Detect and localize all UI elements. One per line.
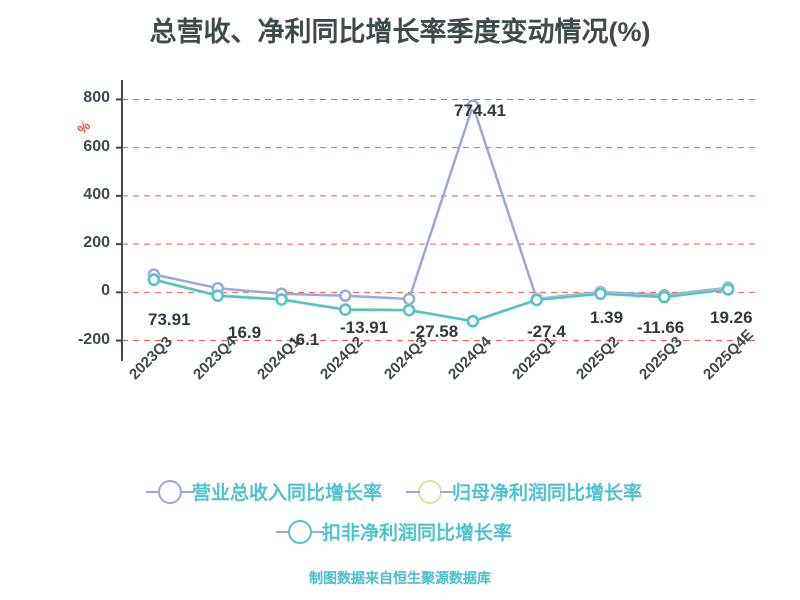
data-point <box>147 273 161 287</box>
data-point <box>594 287 607 301</box>
y-tick-label: 400 <box>83 185 110 203</box>
legend-label-revenue: 营业总收入同比增长率 <box>191 483 382 504</box>
data-point-label: 774.41 <box>454 101 506 120</box>
legend-item-revenue[interactable]: 营业总收入同比增长率 <box>157 478 382 505</box>
data-point-label: 16.9 <box>228 323 262 342</box>
data-point-label: -27.58 <box>410 322 459 341</box>
series-lines <box>153 104 729 323</box>
axes <box>116 80 123 361</box>
series-points <box>147 99 735 328</box>
data-point-label: -27.4 <box>527 322 566 341</box>
y-tick-label: 200 <box>83 234 110 252</box>
gridlines <box>122 98 760 342</box>
legend-label-deducted-profit: 扣非净利润同比增长率 <box>321 523 512 544</box>
legend-label-net-profit: 归母净利润同比增长率 <box>452 483 643 504</box>
footer-note: 制图数据来自恒生聚源数据库 <box>309 570 491 586</box>
legend-item-deducted-profit[interactable]: 扣非净利润同比增长率 <box>287 518 512 545</box>
y-tick-label: 0 <box>101 282 110 300</box>
data-point <box>402 303 416 317</box>
data-point <box>466 99 480 112</box>
legend-row-2: 扣非净利润同比增长率 <box>0 518 800 545</box>
data-point-label: 19.26 <box>710 308 753 327</box>
footer-watermark: 制图数据来自恒生聚源数据库 <box>309 570 491 586</box>
series-line-2 <box>153 278 729 323</box>
data-point-label: -11.66 <box>637 318 685 337</box>
data-point <box>466 315 480 328</box>
y-tick-label: -200 <box>77 330 110 348</box>
data-point <box>530 293 543 307</box>
data-point-label: 73.91 <box>148 310 191 329</box>
y-tick-label: 800 <box>83 89 110 107</box>
legend-marker-net-profit <box>418 479 442 504</box>
data-point-label: 1.39 <box>590 308 624 327</box>
data-point <box>339 289 352 302</box>
data-point <box>402 292 416 306</box>
data-point <box>658 290 671 304</box>
legend-marker-revenue <box>157 479 182 504</box>
data-point <box>339 303 352 316</box>
legend-item-net-profit[interactable]: 归母净利润同比增长率 <box>418 478 642 505</box>
data-point <box>211 289 224 302</box>
data-point-label: -13.91 <box>340 318 389 337</box>
data-point <box>275 293 288 306</box>
y-tick-label: 600 <box>83 137 110 155</box>
legend-row-1: 营业总收入同比增长率 归母净利润同比增长率 <box>0 478 800 505</box>
chart-title: 总营收、净利同比增长率季度变动情况(%) <box>149 17 651 47</box>
series-line-0 <box>153 104 729 301</box>
data-point <box>721 283 735 296</box>
data-point-label: -6.1 <box>290 330 320 349</box>
legend-marker-deducted-profit <box>287 519 312 544</box>
